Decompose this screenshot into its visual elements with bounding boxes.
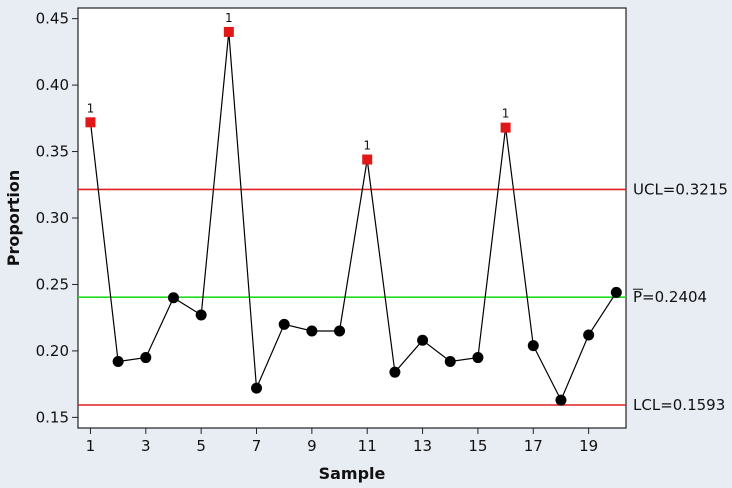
out-of-control-point — [223, 26, 234, 37]
y-axis: 0.15 0.20 0.25 0.30 0.35 0.40 0.45 — [36, 10, 78, 426]
x-tick-label: 19 — [579, 437, 598, 455]
out-of-control-flag: 1 — [363, 139, 371, 153]
out-of-control-point — [85, 117, 96, 128]
data-point — [278, 318, 290, 330]
out-of-control-flag: 1 — [87, 101, 95, 115]
control-limit-lines: UCL=0.3215 P=0.2404 LCL=0.1593 — [78, 180, 728, 414]
x-tick-label: 15 — [468, 437, 487, 455]
y-tick-label: 0.35 — [36, 143, 69, 161]
data-point — [555, 394, 567, 406]
x-axis-title: Sample — [319, 464, 386, 483]
data-point — [389, 366, 401, 378]
data-point — [334, 325, 346, 337]
x-tick-label: 13 — [413, 437, 432, 455]
data-point — [527, 340, 539, 352]
out-of-control-flag: 1 — [502, 107, 510, 121]
plot-area — [77, 7, 627, 429]
x-tick-label: 7 — [252, 437, 262, 455]
data-point — [140, 352, 152, 364]
lcl-label: LCL=0.1593 — [633, 396, 725, 414]
x-axis: 1 3 5 7 9 11 13 15 17 19 — [86, 428, 598, 455]
y-tick-label: 0.25 — [36, 275, 69, 293]
data-point — [583, 329, 595, 341]
data-point — [417, 334, 429, 346]
out-of-control-point — [500, 122, 511, 133]
x-tick-label: 1 — [86, 437, 96, 455]
ucl-label: UCL=0.3215 — [633, 180, 728, 198]
data-point — [306, 325, 318, 337]
y-tick-label: 0.30 — [36, 209, 69, 227]
data-point — [112, 356, 124, 368]
data-point — [251, 382, 263, 394]
y-tick-label: 0.40 — [36, 76, 69, 94]
x-tick-label: 3 — [141, 437, 151, 455]
out-of-control-flag: 1 — [225, 11, 233, 25]
out-of-control-point — [362, 154, 373, 165]
y-tick-label: 0.15 — [36, 408, 69, 426]
y-tick-label: 0.20 — [36, 342, 69, 360]
center-label: P=0.2404 — [633, 288, 707, 306]
data-point — [195, 309, 207, 321]
y-tick-label: 0.45 — [36, 10, 69, 28]
x-tick-label: 17 — [524, 437, 543, 455]
data-points: 1 1 1 1 — [85, 11, 622, 406]
x-tick-label: 11 — [358, 437, 377, 455]
y-axis-title: Proportion — [4, 170, 23, 266]
data-point — [444, 356, 456, 368]
x-tick-label: 5 — [196, 437, 206, 455]
data-point — [610, 286, 622, 298]
data-point — [472, 352, 484, 364]
data-point — [167, 292, 179, 304]
x-tick-label: 9 — [307, 437, 317, 455]
